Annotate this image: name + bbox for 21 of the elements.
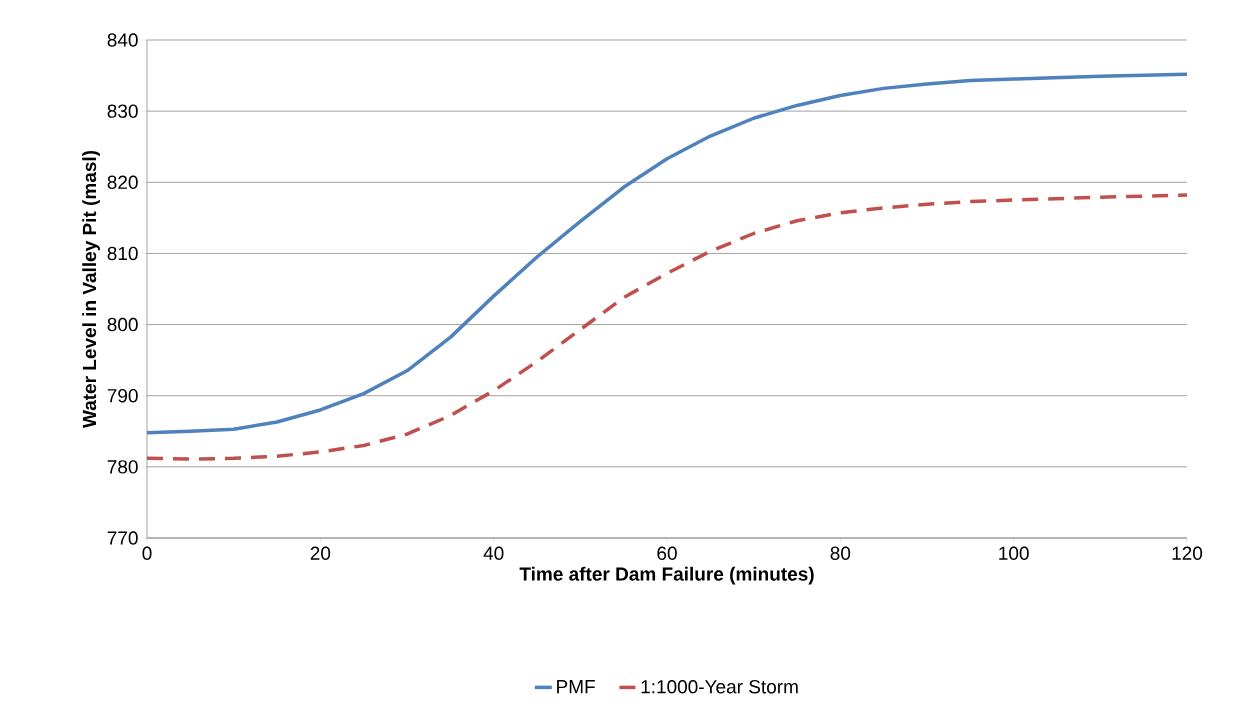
y-tick-label: 830 <box>107 104 138 118</box>
y-tick-label: 800 <box>107 317 138 332</box>
x-tick-label: 40 <box>483 546 504 560</box>
y-tick-label: 810 <box>107 246 138 261</box>
x-tick-label: 120 <box>1172 546 1203 560</box>
y-tick-label: 840 <box>107 33 138 47</box>
line-series <box>145 193 1189 461</box>
y-tick-label: 820 <box>107 175 138 190</box>
y-tick-label: 770 <box>107 531 138 545</box>
x-axis-title: Time after Dam Failure (minutes) <box>519 566 814 585</box>
y-tick-label: 780 <box>107 460 138 474</box>
x-tick-label: 20 <box>310 546 331 560</box>
x-tick-label: 60 <box>657 546 677 560</box>
legend-label: 1:1000-Year Storm <box>641 680 798 694</box>
x-tick-label: 0 <box>142 546 152 560</box>
y-axis-title: Water Level in Valley Pit (masl) <box>82 150 100 429</box>
line-series <box>145 72 1189 435</box>
y-tick-label: 790 <box>107 388 138 403</box>
legend-label: PMF <box>557 680 595 694</box>
x-tick-label: 80 <box>830 546 851 560</box>
x-tick-label: 100 <box>999 546 1029 560</box>
